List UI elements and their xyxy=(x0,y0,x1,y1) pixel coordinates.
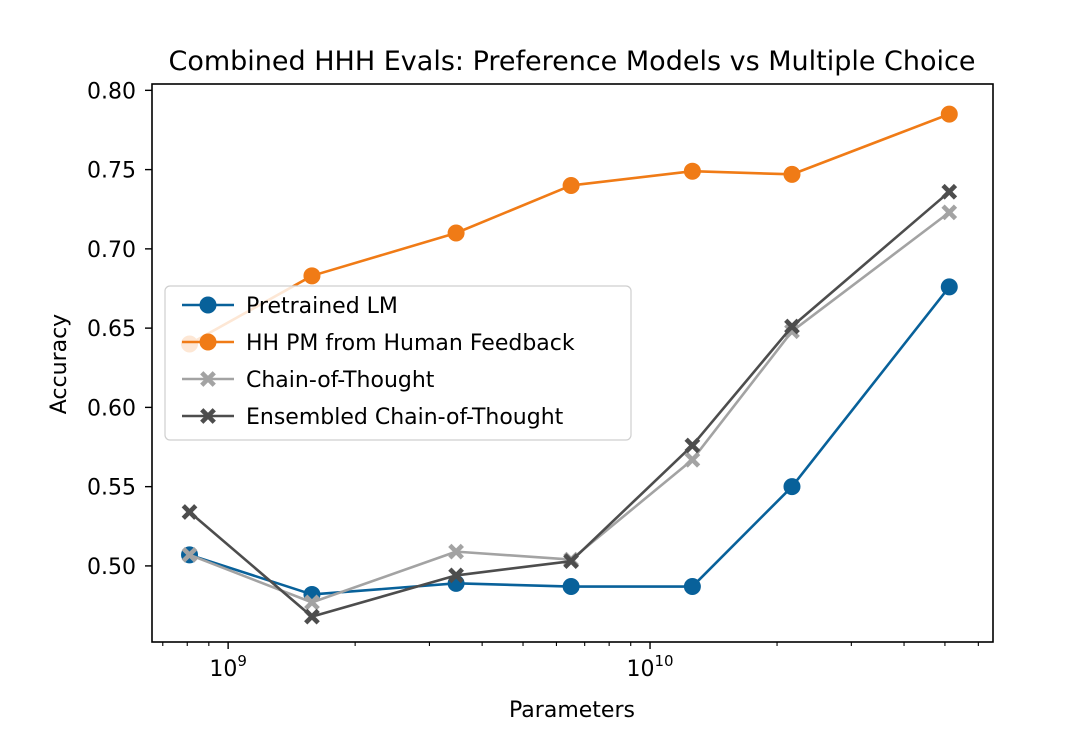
data-point-hh-pm-from-human-feedback xyxy=(940,105,958,123)
data-point-chain-of-thought xyxy=(304,594,320,611)
chart-title: Combined HHH Evals: Preference Models vs… xyxy=(168,46,975,77)
x-axis-ticks: 109 1010 xyxy=(162,642,979,682)
data-point-ensembled-chain-of-thought-stroke xyxy=(448,567,464,584)
legend-label: HH PM from Human Feedback xyxy=(246,331,575,356)
data-point-chain-of-thought xyxy=(181,546,198,563)
x-tick-label: 1010 xyxy=(626,652,673,682)
data-point-chain-of-thought xyxy=(448,543,464,560)
data-point-hh-pm-from-human-feedback xyxy=(683,162,701,180)
data-point-chain-of-thought-stroke xyxy=(181,546,198,563)
data-point-hh-pm-from-human-feedback xyxy=(783,165,801,183)
x-tick-exponent: 10 xyxy=(654,652,673,670)
plot-frame xyxy=(151,83,994,643)
data-point-ensembled-chain-of-thought-stroke xyxy=(941,183,958,200)
data-point-hh-pm-from-human-feedback xyxy=(562,176,580,194)
y-tick-label: 0.75 xyxy=(87,159,136,184)
data-point-chain-of-thought xyxy=(784,323,800,340)
data-point-ensembled-chain-of-thought-stroke xyxy=(684,437,701,454)
data-point-ensembled-chain-of-thought-stroke xyxy=(304,608,320,625)
x-axis-label: Parameters xyxy=(509,698,635,723)
x-tick-exponent: 9 xyxy=(237,652,247,670)
data-point-ensembled-chain-of-thought-stroke xyxy=(784,318,800,335)
data-point-ensembled-chain-of-thought xyxy=(448,567,464,584)
legend-label: Ensembled Chain-of-Thought xyxy=(246,405,564,430)
y-tick-label: 0.55 xyxy=(87,476,136,501)
y-tick-label: 0.65 xyxy=(87,317,136,342)
legend-items: Pretrained LM HH PM from Human Feedback Ch… xyxy=(182,294,575,430)
data-point-ensembled-chain-of-thought-stroke xyxy=(563,553,579,570)
legend-item-ensembled-chain-of-thought: Ensembled Chain-of-Thought xyxy=(182,405,564,430)
y-axis-ticks: 0.50 0.55 0.60 0.65 0.70 0.75 0.80 xyxy=(87,79,152,580)
legend-marker-stroke xyxy=(200,408,216,424)
x-tick-label: 109 xyxy=(209,652,247,682)
data-point-ensembled-chain-of-thought xyxy=(941,183,958,200)
data-point-ensembled-chain-of-thought xyxy=(784,318,800,335)
data-point-chain-of-thought-stroke xyxy=(448,543,464,560)
data-point-chain-of-thought-stroke xyxy=(784,323,800,340)
legend-label: Chain-of-Thought xyxy=(246,368,435,393)
legend-item-hh-pm-from-human-feedback: HH PM from Human Feedback xyxy=(182,331,575,356)
y-tick-label: 0.70 xyxy=(87,238,136,263)
data-point-chain-of-thought xyxy=(684,451,701,468)
y-tick-label: 0.50 xyxy=(87,555,136,580)
data-point-ensembled-chain-of-thought xyxy=(684,437,701,454)
data-point-chain-of-thought-stroke xyxy=(304,594,320,611)
data-point-ensembled-chain-of-thought-stroke xyxy=(181,504,198,520)
data-point-hh-pm-from-human-feedback xyxy=(447,224,465,242)
legend-box xyxy=(164,285,632,441)
legend-marker xyxy=(200,408,216,424)
legend-marker-stroke xyxy=(200,371,216,387)
y-tick-label: 0.80 xyxy=(87,79,136,104)
y-axis-label: Accuracy xyxy=(47,314,72,414)
data-point-ensembled-chain-of-thought xyxy=(304,608,320,625)
data-point-chain-of-thought-stroke xyxy=(684,451,701,468)
data-point-chain-of-thought-stroke xyxy=(941,204,958,221)
legend-marker xyxy=(199,296,217,314)
x-tick-base: 10 xyxy=(209,657,237,682)
series-ensembled-chain-of-thought xyxy=(181,183,958,625)
legend-item-pretrained-lm: Pretrained LM xyxy=(182,294,398,319)
data-point-pretrained-lm xyxy=(783,478,801,496)
x-tick-base: 10 xyxy=(626,657,654,682)
data-point-pretrained-lm xyxy=(683,578,701,596)
legend-label: Pretrained LM xyxy=(246,294,398,319)
legend: Pretrained LM HH PM from Human Feedback Ch… xyxy=(164,285,632,441)
data-point-pretrained-lm xyxy=(940,278,958,296)
legend-marker xyxy=(200,371,216,387)
legend-item-chain-of-thought: Chain-of-Thought xyxy=(182,368,435,393)
data-point-hh-pm-from-human-feedback xyxy=(303,267,321,285)
legend-marker xyxy=(199,333,217,351)
data-point-chain-of-thought xyxy=(941,204,958,221)
y-tick-label: 0.60 xyxy=(87,396,136,421)
data-point-ensembled-chain-of-thought xyxy=(181,504,198,520)
data-point-pretrained-lm xyxy=(562,578,580,596)
data-point-ensembled-chain-of-thought xyxy=(563,553,579,570)
series-layer xyxy=(181,105,958,625)
